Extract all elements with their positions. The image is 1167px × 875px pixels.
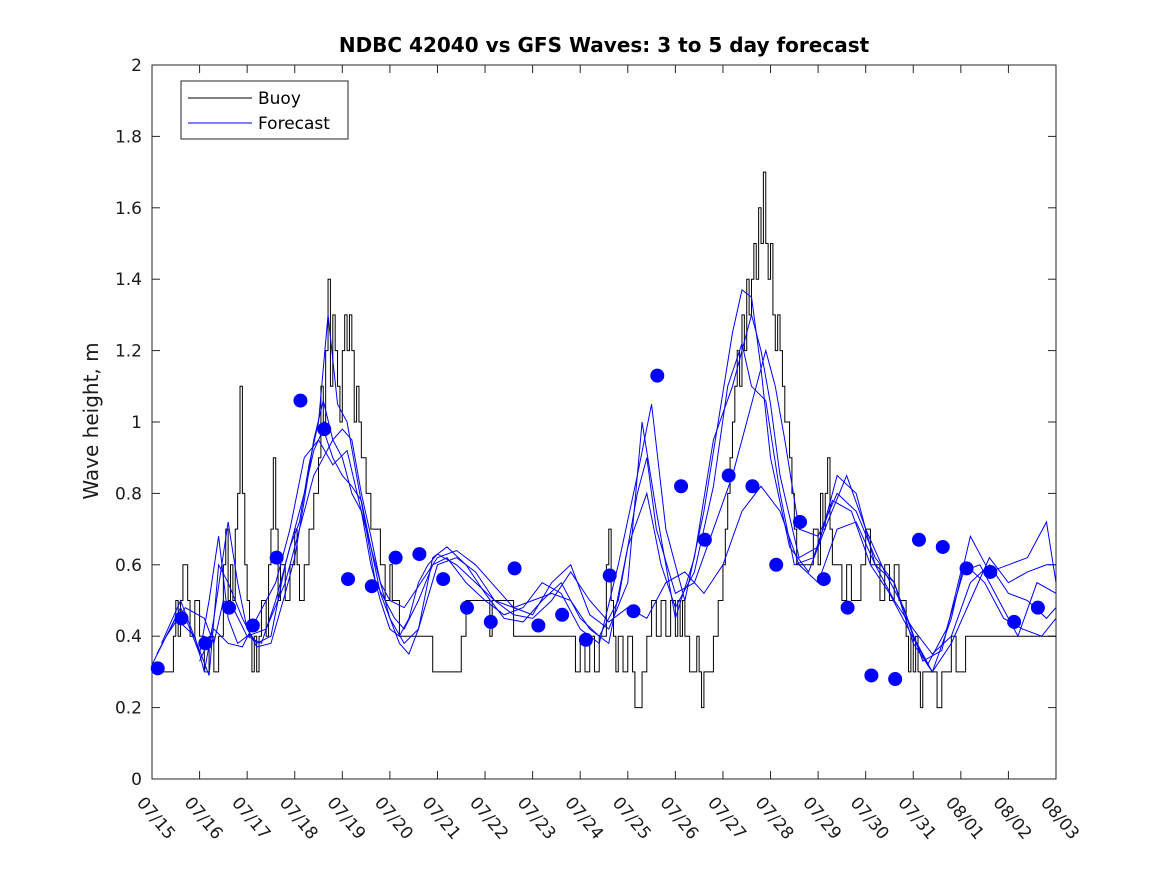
y-tick-label: 0.4 — [115, 627, 142, 647]
forecast-marker — [245, 618, 260, 633]
forecast-marker — [222, 600, 237, 615]
forecast-marker — [888, 672, 903, 687]
y-tick-label: 2 — [131, 56, 142, 76]
forecast-marker — [959, 561, 974, 576]
forecast-marker — [1007, 614, 1022, 629]
forecast-marker — [555, 607, 570, 622]
forecast-marker — [697, 532, 712, 547]
y-tick-label: 1.4 — [115, 270, 142, 290]
forecast-marker — [150, 661, 165, 676]
y-tick-label: 0.8 — [115, 484, 142, 504]
forecast-marker — [626, 604, 641, 619]
forecast-marker — [412, 547, 427, 562]
forecast-run-line — [161, 312, 1057, 676]
forecast-marker — [436, 572, 451, 587]
forecast-run-line — [165, 289, 1057, 662]
legend-entry: Buoy — [258, 89, 301, 109]
y-tick-label: 0.6 — [115, 556, 142, 576]
legend: Buoy Forecast — [180, 80, 349, 140]
forecast-marker — [341, 572, 356, 587]
forecast-marker — [721, 468, 736, 483]
forecast-marker — [507, 561, 522, 576]
forecast-marker — [769, 557, 784, 572]
forecast-marker — [578, 632, 593, 647]
y-tick-label: 1 — [131, 413, 142, 433]
forecast-marker — [317, 422, 332, 437]
forecast-marker — [293, 393, 308, 408]
forecast-marker — [531, 618, 546, 633]
y-axis-label: Wave height, m — [79, 342, 103, 499]
forecast-marker — [602, 568, 617, 583]
forecast-marker — [864, 668, 879, 683]
y-tick-label: 0 — [131, 770, 142, 790]
chart-title: NDBC 42040 vs GFS Waves: 3 to 5 day fore… — [339, 33, 870, 57]
forecast-marker — [793, 514, 808, 529]
forecast-marker — [911, 532, 926, 547]
forecast-marker — [388, 550, 403, 565]
y-tick-label: 0.2 — [115, 699, 142, 719]
forecast-marker — [650, 368, 665, 383]
forecast-marker — [269, 550, 284, 565]
forecast-marker — [674, 479, 689, 494]
forecast-marker — [198, 636, 213, 651]
forecast-marker — [364, 579, 379, 594]
legend-box — [180, 80, 349, 140]
forecast-marker — [1030, 600, 1045, 615]
forecast-marker — [745, 479, 760, 494]
legend-entry: Forecast — [258, 114, 330, 134]
forecast-marker — [983, 564, 998, 579]
forecast-marker — [840, 600, 855, 615]
forecast-marker — [459, 600, 474, 615]
forecast-marker — [935, 539, 950, 554]
forecast-marker — [816, 572, 831, 587]
y-tick-label: 1.8 — [115, 127, 142, 147]
forecast-run-line — [199, 341, 1057, 666]
buoy-series-line — [152, 171, 1056, 709]
forecast-marker — [174, 611, 189, 626]
y-tick-label: 1.2 — [115, 342, 142, 362]
forecast-marker — [483, 614, 498, 629]
y-tick-label: 1.6 — [115, 199, 142, 219]
